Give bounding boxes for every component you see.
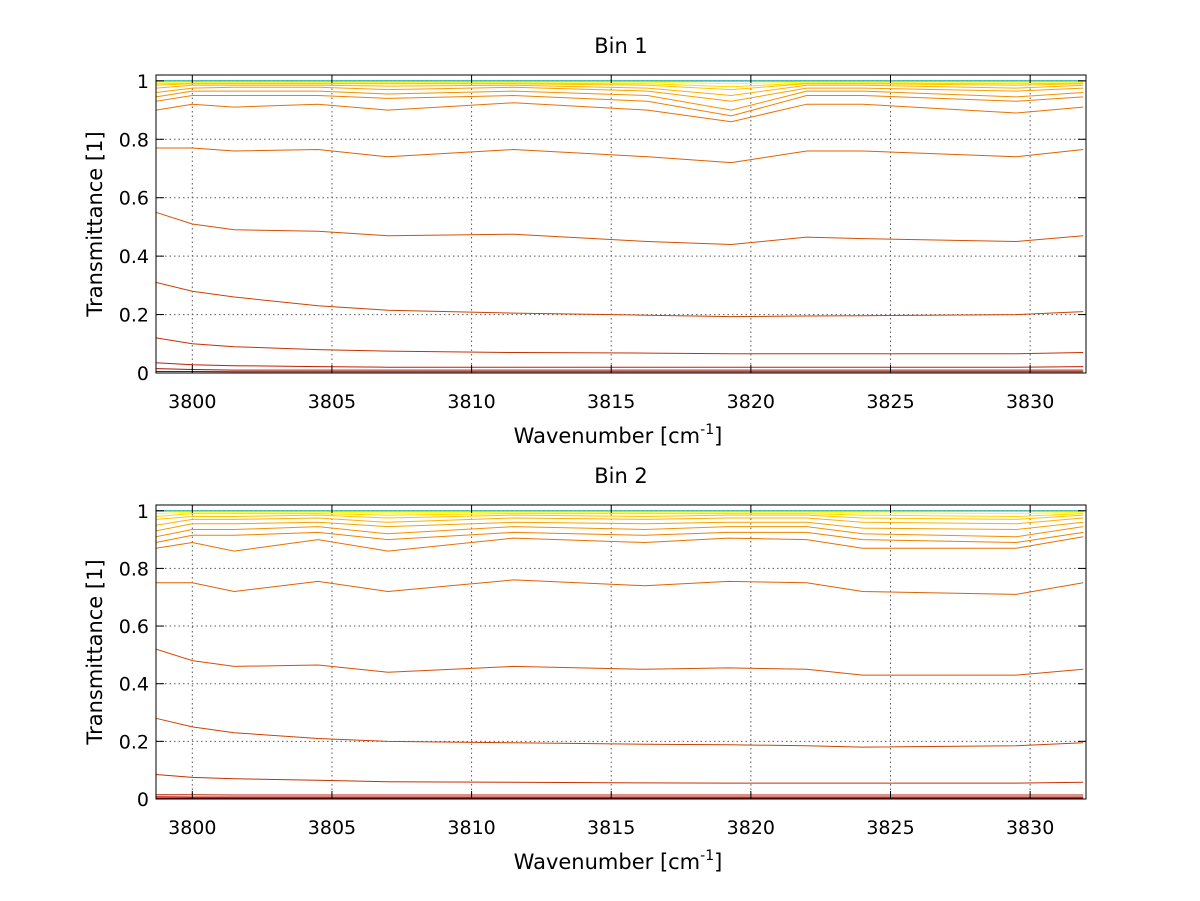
y-axis-label: Transmittance [1] [83, 559, 107, 745]
y-tick-label: 0.6 [119, 188, 149, 210]
x-tick-label: 3810 [447, 391, 495, 413]
axes-frame [155, 504, 1087, 800]
series-line-5 [155, 83, 1084, 91]
series-line-9 [155, 531, 1084, 544]
series-group [155, 80, 1084, 373]
series-line-11 [156, 579, 1084, 595]
y-tick-label: 0.8 [119, 558, 149, 580]
y-tick-label: 0.4 [119, 674, 149, 696]
series-line-6 [155, 84, 1084, 97]
y-tick-label: 0.8 [119, 129, 149, 151]
series-line-14 [155, 337, 1084, 355]
y-tick-label: 0.2 [119, 305, 149, 327]
series-group [155, 510, 1084, 799]
series-line-3 [156, 81, 1084, 85]
x-tick-label: 3830 [1006, 391, 1054, 413]
series-line-16 [155, 368, 1084, 371]
x-axis-label: Wavenumber [cm-1] [514, 848, 723, 874]
series-line-9 [155, 94, 1084, 117]
series-line-15 [155, 362, 1084, 368]
series-line-3 [155, 511, 1084, 515]
series-line-4 [155, 513, 1084, 518]
series-line-7 [155, 86, 1084, 102]
x-axis-label: Wavenumber [cm-1] [514, 422, 723, 448]
x-tick-label: 3815 [587, 391, 635, 413]
panel-2: 3800 3805 3810 3815 3820 3825 3830 0 0.2 0.4 0.6 0.… [83, 464, 1087, 874]
y-tick-label: 0 [137, 789, 149, 811]
series-line-5 [155, 514, 1084, 520]
y-axis-label: Transmittance [1] [83, 131, 107, 317]
y-tick-label: 1 [137, 501, 149, 523]
x-tick-label: 3825 [866, 817, 914, 839]
series-line-10 [155, 536, 1084, 552]
y-tick-label: 0.2 [119, 731, 149, 753]
series-line-6 [155, 517, 1084, 526]
y-tick-label: 0.4 [119, 246, 149, 268]
panel-1: 3800 3805 3810 3815 3820 3825 3830 0 0.2 0.4 0.6 0.… [83, 34, 1087, 448]
x-tick-label: 3800 [168, 817, 216, 839]
series-line-8 [155, 90, 1084, 111]
chart-title: Bin 1 [594, 34, 648, 58]
series-line-7 [155, 521, 1084, 532]
x-tick-label: 3820 [727, 817, 775, 839]
x-tick-label: 3800 [168, 391, 216, 413]
series-line-13 [155, 281, 1084, 318]
series-line-10 [155, 102, 1084, 123]
series-line-13 [155, 717, 1084, 748]
y-tick-label: 0.6 [119, 616, 149, 638]
series-line-12 [155, 648, 1084, 676]
axes-frame [155, 74, 1087, 374]
y-tick-label: 1 [137, 71, 149, 93]
series-line-11 [156, 147, 1084, 164]
chart-title: Bin 2 [594, 464, 648, 488]
x-tick-label: 3810 [447, 817, 495, 839]
x-tick-label: 3805 [308, 391, 356, 413]
x-tick-label: 3830 [1006, 817, 1054, 839]
series-line-14 [155, 774, 1084, 784]
x-tick-label: 3815 [587, 817, 635, 839]
x-tick-label: 3820 [727, 391, 775, 413]
series-line-8 [155, 526, 1084, 538]
y-tick-label: 0 [137, 363, 149, 385]
series-line-12 [155, 211, 1084, 246]
x-tick-label: 3805 [308, 817, 356, 839]
x-tick-label: 3825 [866, 391, 914, 413]
series-line-4 [155, 82, 1084, 88]
